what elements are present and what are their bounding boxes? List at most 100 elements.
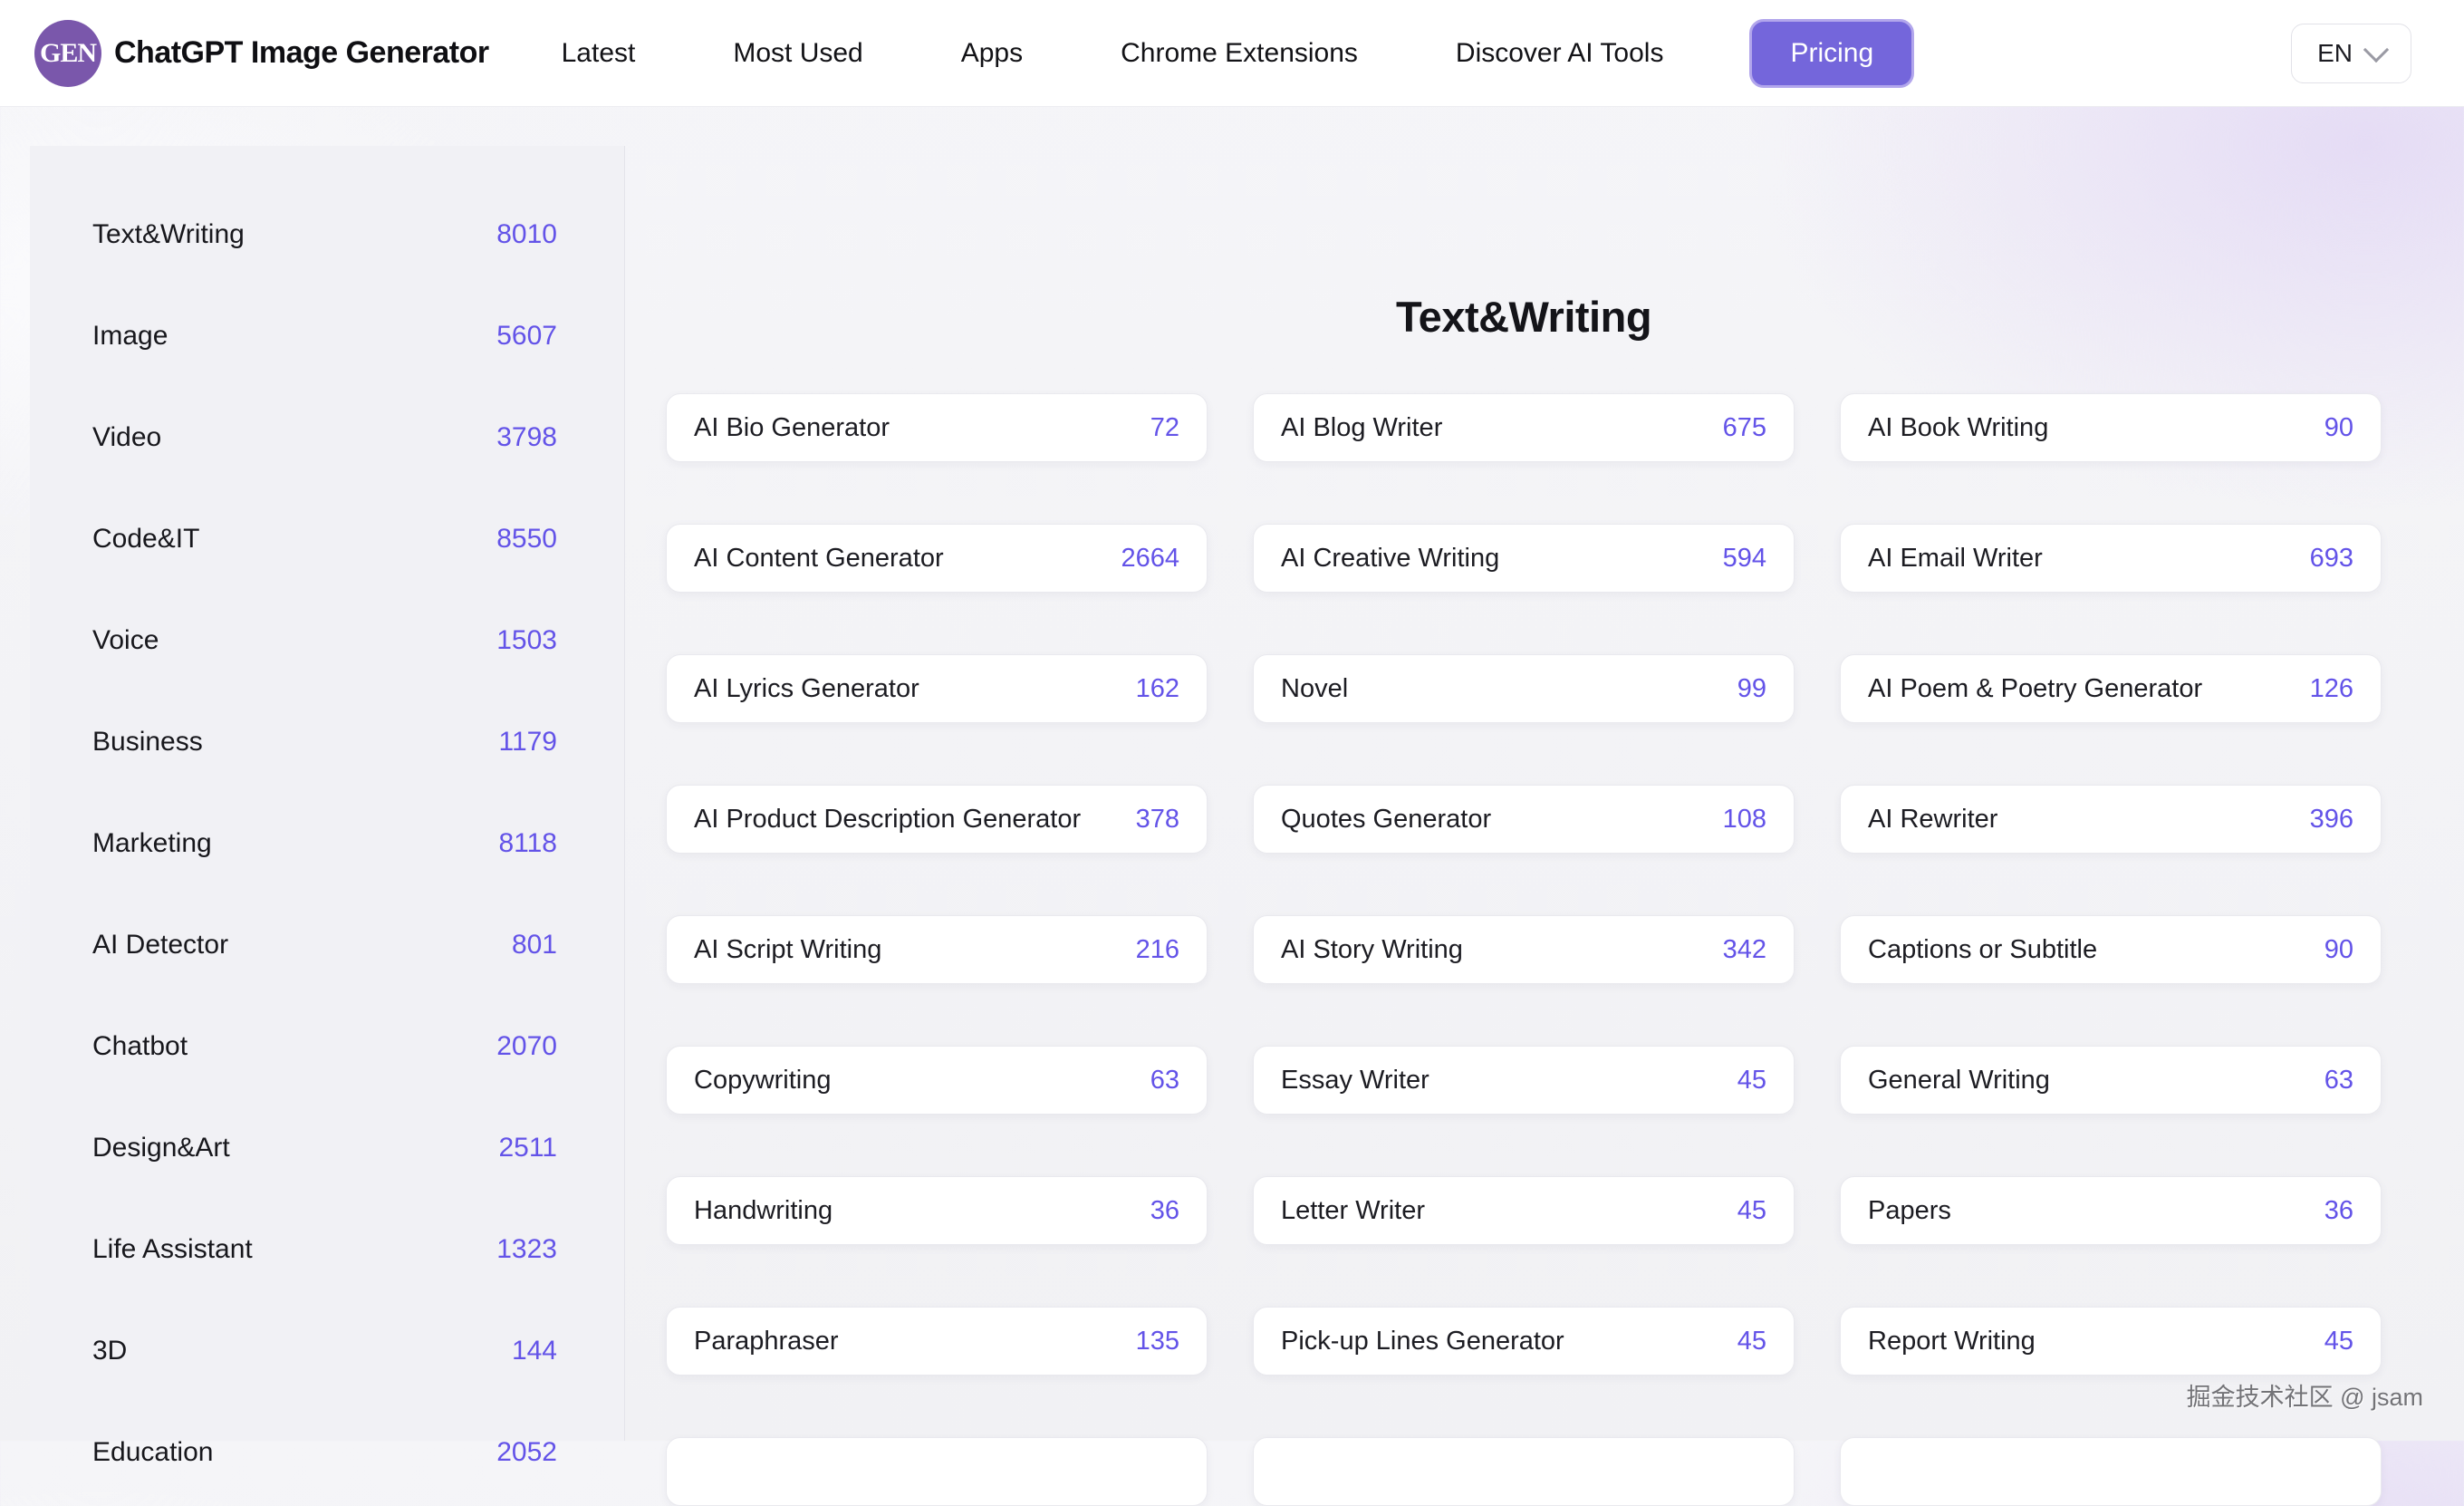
tool-card-count: 45 [2324,1326,2353,1356]
tool-card-label: AI Product Description Generator [694,804,1082,834]
sidebar-item-chatbot[interactable]: Chatbot 2070 [30,996,624,1097]
sidebar-item-business[interactable]: Business 1179 [30,691,624,793]
tool-card-count: 2664 [1121,543,1179,573]
tool-card-label: Paraphraser [694,1326,839,1356]
tool-card-count: 108 [1722,804,1766,834]
sidebar-item-life-assistant[interactable]: Life Assistant 1323 [30,1199,624,1300]
tools-grid: AI Bio Generator 72 AI Blog Writer 675 AI Bo… [666,393,2382,1506]
sidebar-item-text-writing[interactable]: Text&Writing 8010 [30,184,624,285]
tool-card-label: AI Rewriter [1868,804,1998,834]
tool-card-count: 162 [1135,673,1179,703]
language-label: EN [2317,38,2353,67]
tool-card-quotes-generator[interactable]: Quotes Generator 108 [1253,785,1795,854]
tool-card-label: Papers [1868,1195,1951,1225]
chevron-down-icon [2363,36,2390,63]
sidebar-item-ai-detector[interactable]: AI Detector 801 [30,894,624,996]
tool-card-ai-story-writing[interactable]: AI Story Writing 342 [1253,915,1795,984]
logo-text: GEN [39,37,97,68]
sidebar-item-education[interactable]: Education 2052 [30,1402,624,1503]
tool-card-essay-writer[interactable]: Essay Writer 45 [1253,1046,1795,1115]
tool-card-label: AI Story Writing [1281,934,1463,964]
tool-card-count: 45 [1737,1065,1766,1095]
pricing-button[interactable]: Pricing [1749,18,1915,88]
tool-card-handwriting[interactable]: Handwriting 36 [666,1176,1208,1245]
sidebar-item-image[interactable]: Image 5607 [30,285,624,387]
tool-card-count: 36 [1150,1195,1179,1225]
sidebar-item-count: 8010 [496,219,557,249]
language-selector[interactable]: EN [2291,23,2411,83]
sidebar-item-label: Marketing [92,828,212,858]
gen-logo-icon: GEN [34,19,101,87]
tool-card-ai-book-writing[interactable]: AI Book Writing 90 [1840,393,2382,462]
tool-card-novel[interactable]: Novel 99 [1253,654,1795,723]
tool-card-general-writing[interactable]: General Writing 63 [1840,1046,2382,1115]
tool-card-pick-up-lines-generator[interactable]: Pick-up Lines Generator 45 [1253,1307,1795,1376]
sidebar-item-count: 2070 [496,1031,557,1061]
page-title: Text&Writing [1395,293,1652,341]
tool-card-papers[interactable]: Papers 36 [1840,1176,2382,1245]
tool-card-ai-bio-generator[interactable]: AI Bio Generator 72 [666,393,1208,462]
tool-card-ai-poem-poetry-generator[interactable]: AI Poem & Poetry Generator 126 [1840,654,2382,723]
sidebar-item-label: Voice [92,625,159,655]
sidebar-item-count: 5607 [496,321,557,351]
tool-card-ai-blog-writer[interactable]: AI Blog Writer 675 [1253,393,1795,462]
tool-card-count: 396 [2309,804,2353,834]
tool-card-letter-writer[interactable]: Letter Writer 45 [1253,1176,1795,1245]
tool-card-label: Captions or Subtitle [1868,934,2098,964]
nav-link-discover-ai-tools[interactable]: Discover AI Tools [1455,37,1664,68]
tool-card-label: AI Poem & Poetry Generator [1868,673,2203,703]
nav-link-apps[interactable]: Apps [960,37,1024,68]
tool-card-count: 135 [1135,1326,1179,1356]
tool-card-count: 378 [1135,804,1179,834]
sidebar-item-count: 3798 [496,422,557,452]
sidebar-item-video[interactable]: Video 3798 [30,387,624,488]
tool-card-label: AI Blog Writer [1281,412,1443,442]
tool-card-captions-or-subtitle[interactable]: Captions or Subtitle 90 [1840,915,2382,984]
tool-card-count: 90 [2324,412,2353,442]
tool-card-label: Report Writing [1868,1326,2036,1356]
tool-card-label: Quotes Generator [1281,804,1492,834]
tool-card-label: AI Creative Writing [1281,543,1500,573]
sidebar-item-label: Design&Art [92,1133,230,1163]
brand-title: ChatGPT Image Generator [114,35,489,70]
tool-card-label: General Writing [1868,1065,2050,1095]
sidebar-item-design-art[interactable]: Design&Art 2511 [30,1097,624,1199]
sidebar-item-3d[interactable]: 3D 144 [30,1300,624,1402]
tool-card-partial[interactable] [666,1437,1208,1506]
tool-card-count: 342 [1722,934,1766,964]
tool-card-ai-product-description-generator[interactable]: AI Product Description Generator 378 [666,785,1208,854]
nav-link-latest[interactable]: Latest [561,37,636,68]
sidebar-item-count: 2511 [498,1133,557,1163]
brand-logo[interactable]: GEN ChatGPT Image Generator [34,19,489,87]
tool-card-partial[interactable] [1840,1437,2382,1506]
sidebar-item-marketing[interactable]: Marketing 8118 [30,793,624,894]
sidebar-item-label: AI Detector [92,930,229,960]
tool-card-label: AI Bio Generator [694,412,890,442]
tool-card-label: AI Content Generator [694,543,944,573]
sidebar-item-count: 8118 [498,828,557,858]
tool-card-ai-content-generator[interactable]: AI Content Generator 2664 [666,524,1208,593]
nav-link-most-used[interactable]: Most Used [733,37,863,68]
nav-link-chrome-extensions[interactable]: Chrome Extensions [1121,37,1358,68]
sidebar-item-count: 2052 [496,1437,557,1467]
tool-card-label: Letter Writer [1281,1195,1426,1225]
tool-card-paraphraser[interactable]: Paraphraser 135 [666,1307,1208,1376]
tool-card-ai-creative-writing[interactable]: AI Creative Writing 594 [1253,524,1795,593]
tool-card-report-writing[interactable]: Report Writing 45 [1840,1307,2382,1376]
sidebar-item-label: Business [92,727,203,757]
sidebar-item-voice[interactable]: Voice 1503 [30,590,624,691]
sidebar-item-count: 1503 [496,625,557,655]
watermark: 掘金技术社区 @ jsam [2186,1384,2423,1411]
sidebar-item-label: Code&IT [92,524,200,554]
sidebar-item-label: Text&Writing [92,219,245,249]
tool-card-copywriting[interactable]: Copywriting 63 [666,1046,1208,1115]
tool-card-ai-rewriter[interactable]: AI Rewriter 396 [1840,785,2382,854]
tool-card-ai-lyrics-generator[interactable]: AI Lyrics Generator 162 [666,654,1208,723]
tool-card-ai-script-writing[interactable]: AI Script Writing 216 [666,915,1208,984]
sidebar-item-code-it[interactable]: Code&IT 8550 [30,488,624,590]
tool-card-ai-email-writer[interactable]: AI Email Writer 693 [1840,524,2382,593]
tool-card-partial[interactable] [1253,1437,1795,1506]
tool-card-count: 63 [1150,1065,1179,1095]
tool-card-count: 36 [2324,1195,2353,1225]
tool-card-label: AI Email Writer [1868,543,2043,573]
